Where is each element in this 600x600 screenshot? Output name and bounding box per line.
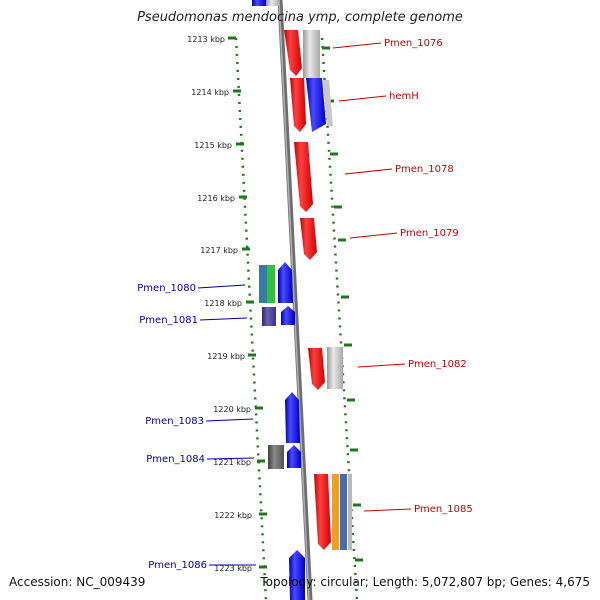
- gene-pmen-1081[interactable]: [262, 306, 295, 326]
- right-ticks: [322, 46, 363, 562]
- genome-title: Pseudomonas mendocina ymp, complete geno…: [137, 10, 463, 25]
- tick-label-1221: 1221 kbp: [213, 458, 251, 467]
- gene-label-pmen-1079: Pmen_1079: [400, 228, 459, 239]
- gene-pmen-1079[interactable]: [300, 218, 317, 260]
- tick-1221: 1221 kbp: [213, 458, 265, 467]
- ruler-lines: [234, 37, 359, 600]
- gene-teal-pmen-1080: [259, 265, 267, 303]
- gene-label-pmen-1083: Pmen_1083: [145, 416, 204, 427]
- gene-arrow-pmen-1078: [294, 142, 313, 212]
- genome-backbone: [277, 0, 313, 600]
- gene-arrow-pmen-1082: [308, 348, 325, 390]
- gene-pmen-1085[interactable]: [314, 474, 352, 550]
- gene-pmen-1082[interactable]: [308, 347, 343, 390]
- label-pmen-1086[interactable]: Pmen_1086: [148, 560, 256, 571]
- gene-arrow-pmen-1085: [314, 474, 331, 550]
- tick-label-1214: 1214 kbp: [191, 88, 229, 97]
- tick-label-1220: 1220 kbp: [213, 405, 251, 414]
- tick-label-1223: 1223 kbp: [214, 564, 252, 573]
- gene-hemh[interactable]: [290, 78, 333, 132]
- gene-pmen-1078[interactable]: [294, 142, 313, 212]
- gene-arrow-pmen-1084: [287, 445, 301, 468]
- gene-label-pmen-1078: Pmen_1078: [395, 164, 454, 175]
- gene-blue-pmen-1085: [340, 474, 347, 550]
- label-pmen-1082[interactable]: Pmen_1082: [357, 359, 467, 370]
- gene-pmen-1076[interactable]: [284, 30, 320, 78]
- tick-label-1213: 1213 kbp: [187, 35, 225, 44]
- tick-label-1217: 1217 kbp: [200, 246, 238, 255]
- tick-label-1218: 1218 kbp: [204, 299, 242, 308]
- tick-1215: 1215 kbp: [194, 141, 244, 150]
- gene-label-pmen-1076: Pmen_1076: [384, 38, 443, 49]
- label-pmen-1076[interactable]: Pmen_1076: [332, 38, 443, 49]
- gene-label-pmen-1086: Pmen_1086: [148, 560, 207, 571]
- tick-label-1219: 1219 kbp: [207, 352, 245, 361]
- label-hemh[interactable]: hemH: [338, 91, 419, 102]
- gene-pseudo-pmen-1082: [327, 347, 343, 389]
- gene-pmen-1083[interactable]: [285, 392, 300, 443]
- topology-text: Topology: circular; Length: 5,072,807 bp…: [260, 575, 590, 589]
- label-pmen-1079[interactable]: Pmen_1079: [349, 228, 459, 239]
- tick-label-1215: 1215 kbp: [194, 141, 232, 150]
- gene-pmen-1080[interactable]: [259, 262, 293, 303]
- label-pmen-1081[interactable]: Pmen_1081: [139, 315, 248, 326]
- tick-1219: 1219 kbp: [207, 352, 256, 361]
- tick-1213: 1213 kbp: [187, 35, 236, 44]
- tick-1218: 1218 kbp: [204, 299, 254, 308]
- gene-dark-pmen-1084: [268, 445, 284, 469]
- tick-1217: 1217 kbp: [200, 246, 250, 255]
- tick-1222: 1222 kbp: [214, 511, 267, 520]
- gene-orange-pmen-1085: [332, 474, 339, 550]
- gene-label-pmen-1080: Pmen_1080: [137, 283, 196, 294]
- tick-1220: 1220 kbp: [213, 405, 263, 414]
- gene-top-partial[interactable]: [252, 0, 280, 6]
- gene-pmen-1086[interactable]: [289, 550, 305, 600]
- gene-pmen-1084[interactable]: [268, 445, 301, 469]
- tick-label-1222: 1222 kbp: [214, 511, 252, 520]
- tick-1223: 1223 kbp: [214, 564, 267, 573]
- label-pmen-1083[interactable]: Pmen_1083: [145, 416, 254, 427]
- gene-arrow-pmen-1079: [300, 218, 317, 260]
- gene-label-pmen-1084: Pmen_1084: [146, 454, 205, 465]
- label-pmen-1078[interactable]: Pmen_1078: [344, 164, 454, 175]
- gene-arrow-pmen-1080: [278, 262, 293, 303]
- gene-label-pmen-1081: Pmen_1081: [139, 315, 198, 326]
- label-pmen-1080[interactable]: Pmen_1080: [137, 283, 246, 294]
- gene-green-pmen-1080: [267, 265, 275, 303]
- gene-arrow-hemh: [290, 78, 306, 132]
- gene-arrow-hemh-reverse: [306, 78, 326, 132]
- gene-arrow-pmen-1086: [289, 550, 305, 600]
- tick-1216: 1216 kbp: [197, 194, 247, 203]
- gene-arrow-pmen-1081: [281, 306, 295, 325]
- gene-label-pmen-1082: Pmen_1082: [408, 359, 467, 370]
- gene-arrow-pmen-1076: [284, 30, 302, 76]
- gene-label-hemh: hemH: [389, 91, 419, 102]
- gene-label-pmen-1085: Pmen_1085: [414, 504, 473, 515]
- gene-pseudo-pmen-1076: [303, 30, 320, 78]
- label-pmen-1085[interactable]: Pmen_1085: [363, 504, 473, 515]
- gene-arrow-pmen-1083: [285, 392, 300, 443]
- tick-label-1216: 1216 kbp: [197, 194, 235, 203]
- gene-purple-pmen-1081: [262, 307, 276, 326]
- label-pmen-1084[interactable]: Pmen_1084: [146, 454, 255, 465]
- accession-text: Accession: NC_009439: [9, 575, 146, 589]
- tick-1214: 1214 kbp: [191, 88, 241, 97]
